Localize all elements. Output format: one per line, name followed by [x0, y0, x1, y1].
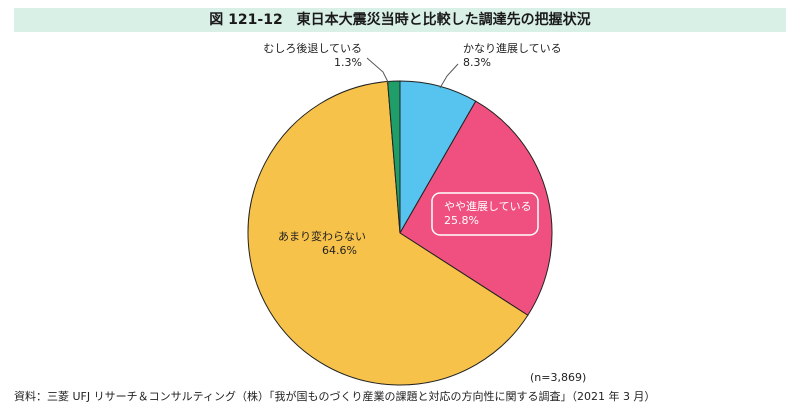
slice-value-some-progress: 25.8%	[444, 214, 479, 227]
leader-line-much-progress	[439, 63, 459, 89]
slice-label-much-progress: かなり進展している	[463, 42, 562, 55]
highlight-box	[431, 192, 539, 236]
slice-label-backward: むしろ後退している	[263, 41, 362, 55]
leader-line-backward	[366, 57, 390, 85]
slice-label-some-progress: やや進展している	[444, 200, 532, 213]
source-note: 資料：三菱 UFJ リサーチ＆コンサルティング（株）「我が国ものづくり産業の課題…	[14, 390, 656, 403]
slice-label-no-change: あまり変わらない	[278, 229, 366, 243]
chart-title: 図 121-12 東日本大震災当時と比較した調達先の把握状況	[14, 8, 786, 32]
slice-value-backward: 1.3%	[334, 56, 362, 69]
slice-value-much-progress: 8.3%	[463, 56, 491, 69]
slice-value-no-change: 64.6%	[322, 244, 357, 257]
sample-size-note: (n=3,869)	[530, 371, 586, 384]
pie-slice-1	[399, 100, 553, 316]
pie-slice-2	[247, 80, 529, 386]
